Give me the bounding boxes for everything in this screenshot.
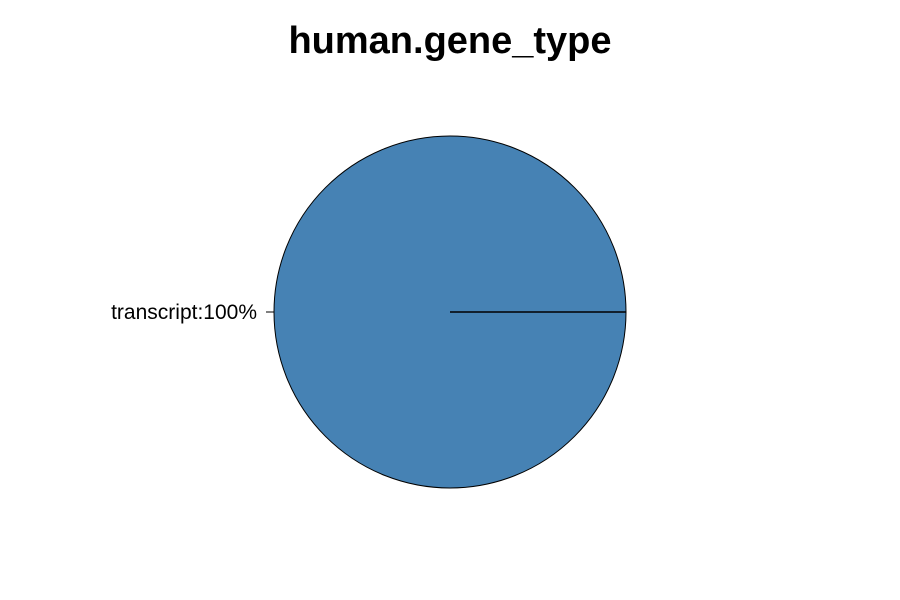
pie-slices bbox=[273, 135, 627, 489]
slice-label-transcript: transcript:100% bbox=[111, 301, 257, 324]
pie-labels: transcript:100% bbox=[111, 301, 274, 324]
chart-title: human.gene_type bbox=[288, 20, 611, 62]
